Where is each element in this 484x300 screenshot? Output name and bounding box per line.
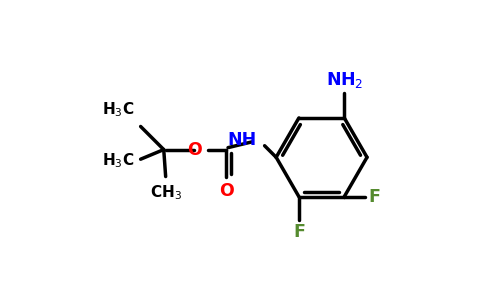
Text: H$_3$C: H$_3$C <box>102 100 134 119</box>
Text: NH: NH <box>227 131 257 149</box>
Text: F: F <box>293 223 305 241</box>
Text: NH$_2$: NH$_2$ <box>326 70 363 90</box>
Text: CH$_3$: CH$_3$ <box>150 184 182 202</box>
Text: O: O <box>187 141 201 159</box>
Text: O: O <box>219 182 233 200</box>
Text: F: F <box>368 188 380 206</box>
Text: H$_3$C: H$_3$C <box>102 152 134 170</box>
